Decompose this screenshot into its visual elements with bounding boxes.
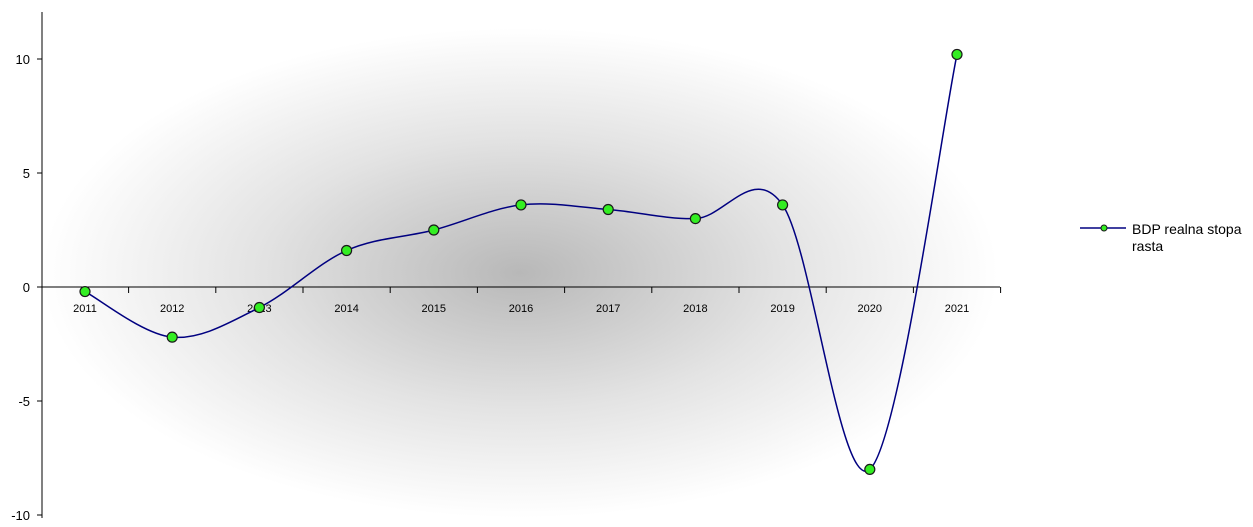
data-point [428, 224, 440, 236]
legend-marker-icon [1080, 224, 1126, 232]
data-point [515, 199, 527, 211]
y-tick-label: 0 [23, 280, 30, 295]
x-tick-label: 2020 [858, 303, 882, 315]
y-tick-label: -5 [18, 394, 30, 409]
data-point [864, 463, 876, 475]
x-tick-label: 2011 [73, 303, 97, 315]
x-tick-label: 2017 [596, 303, 620, 315]
data-point [689, 213, 702, 225]
y-tick-label: -10 [11, 508, 30, 522]
y-tick-label: 10 [16, 52, 30, 67]
data-point [79, 285, 91, 298]
data-point [253, 301, 265, 314]
x-tick-label: 2014 [334, 303, 358, 315]
data-point [602, 203, 614, 216]
x-tick-label: 2018 [683, 303, 707, 315]
x-tick-label: 2016 [509, 303, 533, 315]
legend-label: BDP realna stopa rasta [1132, 221, 1242, 254]
plot-background [42, 28, 998, 518]
data-point [166, 331, 178, 343]
y-tick-label: 5 [23, 166, 30, 181]
x-tick-label: 2019 [770, 303, 794, 315]
data-point [341, 244, 353, 257]
x-tick-label: 2021 [945, 303, 969, 315]
data-point [951, 48, 963, 61]
x-tick-label: 2015 [422, 303, 446, 315]
x-tick-label: 2012 [160, 303, 184, 315]
data-point [776, 199, 789, 211]
